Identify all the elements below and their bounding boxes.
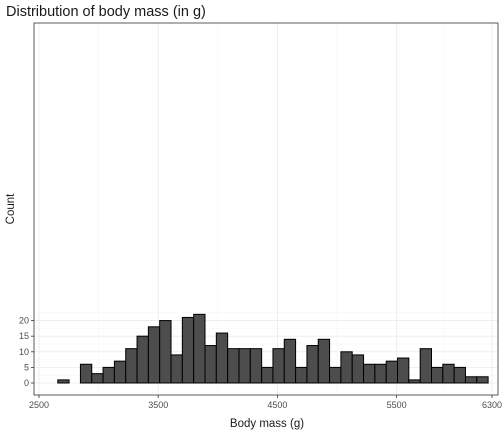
histogram-bar xyxy=(363,363,376,384)
histogram-bar xyxy=(125,348,138,384)
y-axis: 0 5 10 15 20 xyxy=(19,316,34,388)
y-tick-label: 15 xyxy=(19,331,29,341)
histogram-bar xyxy=(283,338,297,384)
histogram-bar xyxy=(431,366,444,384)
histogram-bar xyxy=(215,332,229,384)
histogram-bar xyxy=(385,360,399,384)
histogram-bar xyxy=(397,357,410,384)
histogram-bar xyxy=(147,326,161,384)
histogram-bar xyxy=(272,348,285,384)
x-tick-label: 4500 xyxy=(267,400,287,410)
histogram-bar xyxy=(464,376,478,384)
histogram-bar xyxy=(476,376,489,384)
histogram-bar xyxy=(249,348,263,384)
x-tick-label: 3500 xyxy=(148,400,168,410)
y-tick-label: 20 xyxy=(19,316,29,326)
histogram-bar xyxy=(227,348,240,384)
histogram-bar xyxy=(306,345,319,384)
histogram-bar xyxy=(79,363,93,384)
histogram-bar xyxy=(261,366,274,384)
histogram-bar xyxy=(374,363,387,384)
chart-title: Distribution of body mass (in g) xyxy=(6,4,206,20)
histogram-bar xyxy=(193,313,206,384)
histogram-bar xyxy=(351,354,365,384)
histogram-bar xyxy=(408,379,421,384)
histogram-bar xyxy=(453,366,466,384)
panel-border xyxy=(33,22,499,396)
histogram-bar xyxy=(238,348,251,384)
histogram-bar xyxy=(419,348,433,384)
histogram-bar xyxy=(170,354,183,384)
histogram-bar xyxy=(57,379,70,384)
histogram-bar xyxy=(204,345,217,384)
histogram-bar xyxy=(113,360,127,384)
y-axis-title: Count xyxy=(5,193,17,224)
histogram-bar xyxy=(91,373,104,384)
histogram-bar xyxy=(159,320,172,384)
y-tick-label: 0 xyxy=(24,378,29,388)
x-axis-title: Body mass (g) xyxy=(230,418,304,430)
x-tick-label: 5500 xyxy=(387,400,407,410)
histogram-bar xyxy=(136,335,149,384)
x-tick-label: 6300 xyxy=(482,400,502,410)
bars xyxy=(57,313,489,384)
histogram-bar xyxy=(329,366,342,384)
histogram-bar xyxy=(340,351,353,384)
y-tick-label: 5 xyxy=(24,362,29,372)
histogram-bar xyxy=(442,363,455,384)
y-tick-label: 10 xyxy=(19,347,29,357)
x-tick-label: 2500 xyxy=(29,400,49,410)
histogram-bar xyxy=(295,366,308,384)
histogram-bar xyxy=(102,366,115,384)
grid xyxy=(34,23,498,395)
histogram-bar xyxy=(317,338,331,384)
histogram-bar xyxy=(181,316,195,384)
x-axis: 2500 3500 4500 5500 6300 xyxy=(29,395,502,410)
